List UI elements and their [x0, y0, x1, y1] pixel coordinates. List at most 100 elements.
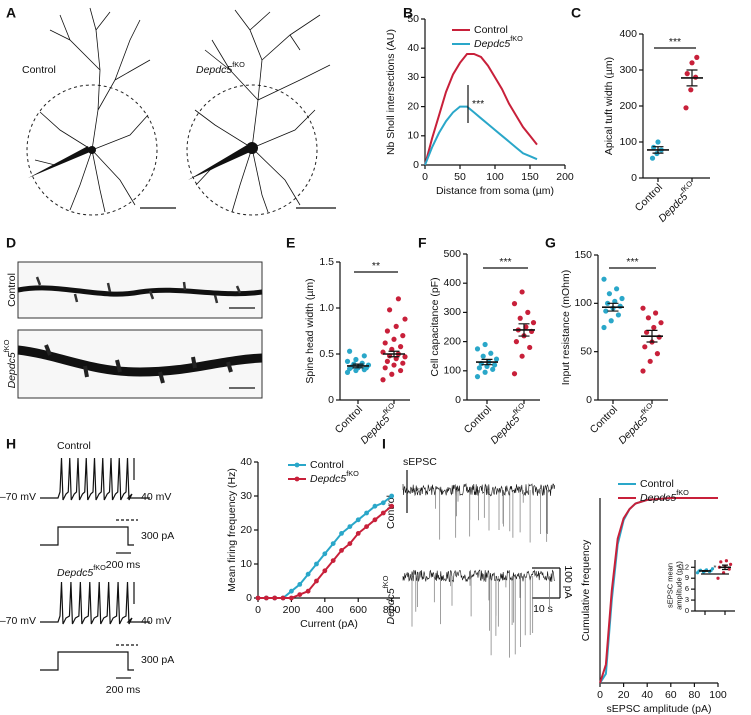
- point: [330, 541, 336, 546]
- point: [389, 371, 395, 377]
- point: [525, 309, 531, 315]
- text-part: Depdc5: [358, 412, 392, 446]
- y-tick-label: 9: [685, 573, 689, 582]
- point: [724, 559, 729, 563]
- point: [344, 358, 351, 364]
- point: [305, 571, 311, 577]
- legend-marker: [294, 476, 300, 482]
- legend-label: Control: [474, 24, 508, 36]
- point: [716, 576, 720, 580]
- point: [280, 595, 286, 601]
- series-line: [424, 53, 538, 166]
- panel-label: H: [6, 436, 16, 452]
- point: [619, 295, 625, 302]
- point: [398, 344, 404, 350]
- point: [482, 369, 488, 375]
- point: [523, 324, 529, 330]
- point: [519, 289, 525, 295]
- x-tick-label: Control: [333, 404, 365, 436]
- event-trace: [435, 490, 548, 543]
- current-step: [40, 651, 134, 671]
- legend-label: Depdc5fKO: [310, 469, 359, 484]
- x-tick-label: 20: [618, 689, 630, 701]
- text-part: Depdc5: [488, 412, 522, 446]
- current-step: [40, 526, 134, 546]
- point: [353, 356, 359, 363]
- y-tick-label: 1.5: [319, 256, 334, 268]
- point: [684, 71, 690, 77]
- point: [608, 318, 614, 324]
- x-tick-label: 0: [255, 604, 261, 616]
- trace-label: Control: [57, 440, 91, 452]
- point: [395, 296, 401, 302]
- y-tick-label: 12: [681, 562, 689, 571]
- point: [617, 303, 623, 309]
- point: [380, 510, 386, 516]
- y-axis-label: Nb Sholl intersections (AU): [385, 29, 397, 155]
- point: [640, 368, 646, 374]
- significance-label: ***: [411, 485, 423, 497]
- point: [480, 353, 486, 359]
- sem-bar: [518, 323, 530, 337]
- neuron-image: [26, 7, 336, 216]
- y-axis-label: Mean firing frequency (Hz): [226, 468, 238, 592]
- y-tick-label: 0: [631, 172, 637, 184]
- y-axis-label: Cell capacitance (pF): [429, 277, 441, 376]
- x-tick-label: 200: [556, 171, 574, 183]
- y-axis-label: Cumulative frequency: [580, 539, 592, 641]
- series-line: [599, 497, 718, 684]
- point: [603, 308, 609, 314]
- point: [513, 339, 520, 345]
- point: [314, 578, 319, 584]
- x-tick-label: 0: [422, 171, 428, 183]
- significance-label: ***: [499, 256, 511, 268]
- legend-label: Depdc5fKO: [640, 488, 689, 503]
- scale-label: 200 ms: [106, 684, 140, 696]
- legend-label: Control: [310, 459, 344, 471]
- panel-label: B: [403, 5, 413, 21]
- y-tick-label: 10: [407, 130, 419, 142]
- y-axis-label: Spine head width (µm): [304, 278, 316, 383]
- point: [365, 362, 372, 368]
- sem-bar: [722, 564, 728, 571]
- point: [398, 367, 404, 374]
- point: [683, 105, 689, 111]
- point: [355, 531, 361, 536]
- legend-label: Depdc5fKO: [474, 34, 523, 49]
- point: [402, 354, 408, 360]
- point: [729, 562, 733, 566]
- point: [384, 328, 390, 334]
- y-tick-label: 200: [619, 100, 637, 112]
- point: [653, 310, 659, 316]
- x-tick-label: Control: [588, 404, 620, 436]
- y-tick-label: 50: [407, 13, 419, 25]
- point: [355, 517, 361, 523]
- panel-label: E: [286, 235, 295, 251]
- point: [614, 286, 620, 292]
- panel-label: G: [545, 235, 556, 251]
- point: [490, 366, 496, 372]
- vrest-label: –70 mV: [0, 615, 36, 627]
- sem-bar: [352, 363, 364, 369]
- point: [297, 592, 303, 597]
- point: [382, 365, 388, 371]
- text-part: Depdc5: [656, 190, 690, 224]
- point: [393, 323, 399, 329]
- point: [601, 276, 607, 282]
- x-axis-label: sEPSC amplitude (pA): [606, 703, 711, 715]
- significance-label: ***: [669, 36, 681, 48]
- scale-label: 300 pA: [141, 530, 174, 542]
- point: [347, 524, 353, 529]
- text-part: Depdc5: [196, 64, 232, 76]
- scale-label: 300 pA: [141, 654, 174, 666]
- panel-label: C: [571, 5, 581, 21]
- point: [347, 348, 353, 354]
- point: [372, 503, 378, 509]
- trace-label: Control: [385, 495, 397, 529]
- significance-label: ***: [472, 98, 484, 110]
- point: [322, 568, 328, 574]
- y-tick-label: 150: [574, 249, 592, 261]
- scale-label: 40 mV: [141, 615, 171, 627]
- x-tick-label: 150: [521, 171, 539, 183]
- y-tick-label: 40: [407, 42, 419, 54]
